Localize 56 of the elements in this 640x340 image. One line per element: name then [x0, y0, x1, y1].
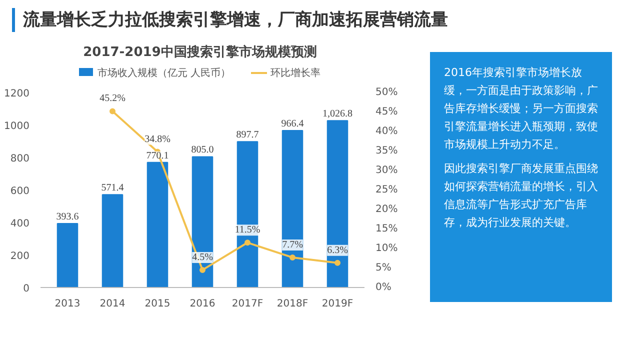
text: 2016年搜索引擎市场增长放缓，一方面是由于政策影响，广告库存增长缓慢；另一方面搜索引擎流量增长进入瓶颈期，致使市场规模上升动力不足。 — [444, 65, 598, 153]
point — [244, 240, 250, 246]
chart-subtitle: 2017-2019中国搜索引擎市场规模预测 — [82, 44, 318, 62]
y-tick-label: 0 — [23, 284, 30, 294]
legend-label: 环比增长率 — [270, 68, 321, 79]
data-label: 4.5% — [192, 252, 213, 263]
data-label: 966.4 — [281, 118, 304, 130]
bar — [282, 130, 304, 288]
chart-title: 流量增长乏力拉低搜索引擎增速，厂商加速拓展营销流量 — [12, 8, 448, 32]
x-tick-label: 2015 — [144, 298, 170, 310]
bar — [56, 223, 78, 288]
bar — [192, 156, 214, 288]
data-label: 897.7 — [236, 130, 259, 141]
data-label: 805.0 — [191, 144, 214, 156]
data-label: 571.4 — [101, 182, 124, 194]
y2-tick-label: 10% — [376, 243, 398, 254]
y2-tick-label: 5% — [376, 262, 392, 274]
data-label: 45.2% — [100, 93, 126, 104]
y2-tick-label: 15% — [376, 224, 398, 234]
y-tick-label: 1000 — [4, 121, 30, 132]
x-tick-label: 2018F — [276, 298, 308, 310]
x-tick-label: 2013 — [54, 298, 80, 310]
text: 因此搜索引擎厂商发展重点围绕如何探索营销流量的增长，引入信息流等广告形式扩充广告库存，成为行业发展的关键。 — [444, 161, 598, 231]
data-label: 7.7% — [282, 239, 303, 250]
x-tick-label: 2017F — [232, 298, 264, 310]
x-tick-label: 2014 — [100, 298, 126, 310]
data-label: 34.8% — [144, 134, 170, 145]
y2-tick-label: 45% — [376, 106, 398, 118]
point — [110, 108, 116, 114]
point — [200, 266, 206, 273]
point — [290, 254, 296, 260]
bar — [326, 120, 348, 288]
data-label: 770.1 — [146, 150, 169, 162]
bar — [146, 162, 168, 288]
legend-label: 市场收入规模（亿元 人民币） — [96, 68, 231, 79]
point — [334, 260, 340, 266]
data-label: 11.5% — [234, 224, 260, 236]
y-tick-label: 800 — [10, 154, 30, 164]
y-tick-label: 600 — [10, 186, 30, 197]
bar — [236, 141, 258, 288]
x-tick-label: 2016 — [190, 298, 216, 310]
x-tick-label: 2019F — [322, 298, 354, 310]
data-label: 1,026.8 — [322, 108, 352, 120]
y2-tick-label: 30% — [376, 165, 398, 176]
y2-tick-label: 40% — [376, 126, 398, 137]
y2-tick-label: 35% — [376, 146, 398, 156]
y-tick-label: 1200 — [4, 88, 30, 100]
data-label: 393.6 — [56, 212, 79, 223]
y-tick-label: 400 — [10, 218, 30, 230]
y-tick-label: 200 — [10, 251, 30, 262]
y2-tick-label: 50% — [376, 87, 398, 98]
data-label: 6.3% — [327, 244, 348, 256]
y2-tick-label: 0% — [376, 282, 392, 293]
y2-tick-label: 25% — [376, 184, 398, 196]
y2-tick-label: 20% — [376, 204, 398, 215]
bar — [102, 194, 124, 288]
